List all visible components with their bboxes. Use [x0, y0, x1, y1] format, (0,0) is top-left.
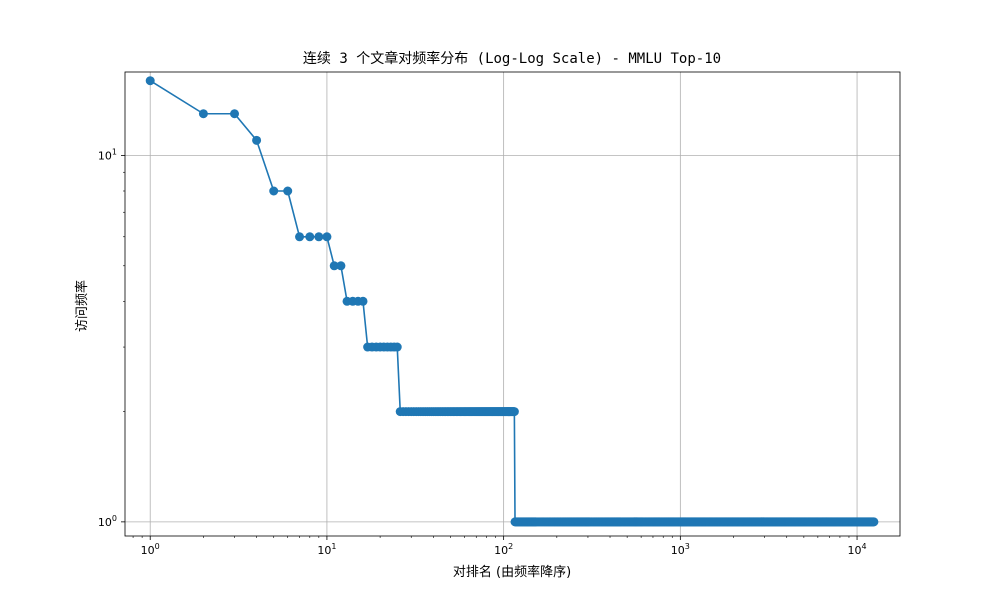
axes-frame	[124, 71, 901, 537]
y-tick-label: 101	[98, 147, 117, 162]
data-point	[869, 517, 879, 527]
chart-title: 连续 3 个文章对频率分布 (Log-Log Scale) - MMLU Top…	[303, 50, 721, 67]
data-point	[336, 261, 346, 271]
plot-area: 100 101 102 103 104 100 101	[98, 71, 901, 557]
x-tick-label: 104	[848, 542, 867, 557]
x-tick-label: 101	[317, 542, 336, 557]
data-point	[295, 232, 305, 242]
x-tick-label: 102	[494, 542, 513, 557]
x-tick-label: 100	[141, 542, 160, 557]
data-point	[329, 261, 339, 271]
data-point	[509, 407, 519, 417]
data-point	[198, 109, 208, 119]
data-point	[230, 109, 240, 119]
data-point	[314, 232, 324, 242]
data-point	[252, 135, 262, 145]
x-tick-label: 103	[671, 542, 690, 557]
x-axis-label: 对排名 (由频率降序)	[453, 564, 571, 580]
data-point	[322, 232, 332, 242]
data-point	[358, 296, 368, 306]
data-point	[145, 76, 155, 86]
plot-background	[125, 72, 900, 536]
data-point	[305, 232, 315, 242]
data-point	[283, 186, 293, 196]
y-tick-label: 100	[98, 514, 117, 529]
data-point	[269, 186, 279, 196]
y-axis-label: 访问频率	[74, 280, 90, 332]
data-point	[392, 342, 402, 352]
